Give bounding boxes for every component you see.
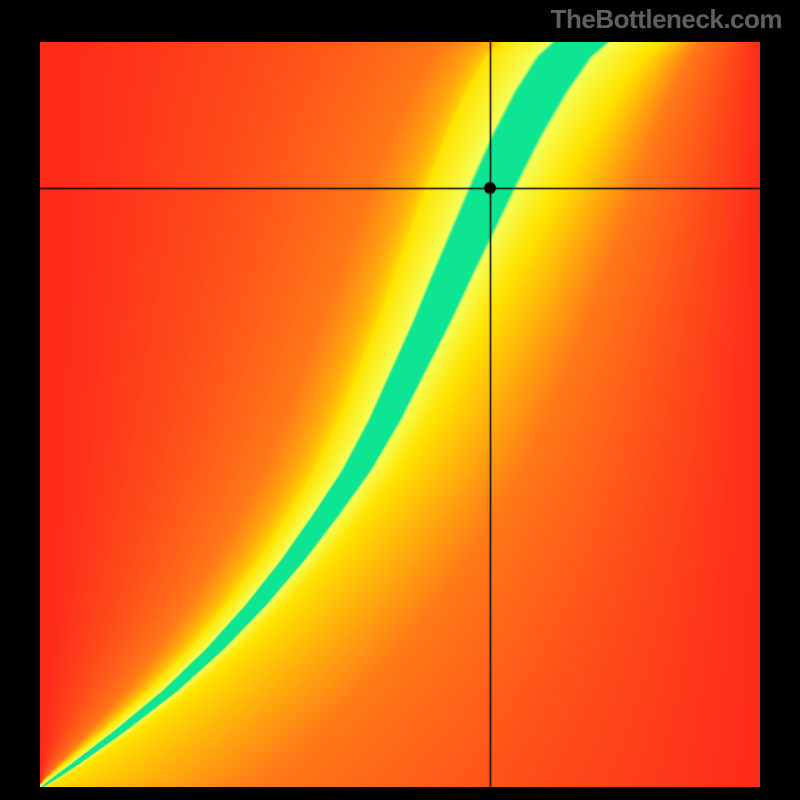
chart-container: TheBottleneck.com <box>0 0 800 800</box>
heatmap-chart <box>40 42 760 787</box>
watermark-text: TheBottleneck.com <box>551 4 782 35</box>
